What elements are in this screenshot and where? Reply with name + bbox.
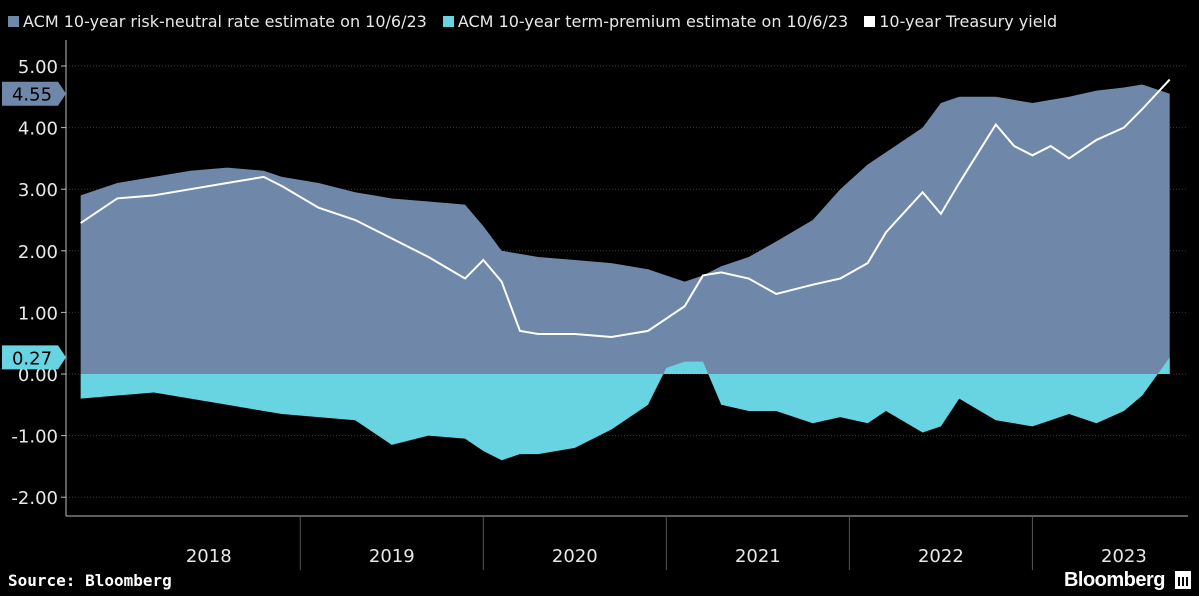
treasury-yield-line (80, 78, 1171, 339)
legend-item-term-premium: ACM 10-year term-premium estimate on 10/… (442, 12, 849, 31)
y-tick-label: 5.00 (18, 57, 58, 78)
x-tick-label: 2020 (552, 546, 598, 567)
bloomberg-logo: Bloomberg (1063, 569, 1166, 591)
y-tick-label: 0.00 (18, 365, 58, 386)
y-tick-label: 2.00 (18, 242, 58, 263)
legend-label-term-premium: ACM 10-year term-premium estimate on 10/… (457, 12, 849, 31)
y-tick-label: 1.00 (18, 303, 58, 324)
term-premium-area (80, 357, 1170, 461)
y-tick-label: 3.00 (18, 180, 58, 201)
legend-item-risk-neutral: ACM 10-year risk-neutral rate estimate o… (8, 12, 427, 31)
x-tick-label: 2022 (918, 546, 964, 567)
x-tick-label: 2019 (369, 546, 415, 567)
last-value-tag (2, 345, 66, 370)
legend-item-treasury-yield: 10-year Treasury yield (864, 12, 1057, 31)
chart-legend: ACM 10-year risk-neutral rate estimate o… (8, 12, 1057, 31)
last-value-label: 0.27 (12, 348, 52, 369)
bloomberg-chart-icon (1175, 571, 1191, 589)
x-tick-label: 2023 (1101, 546, 1147, 567)
legend-swatch-term-premium (442, 16, 454, 27)
last-value-label: 4.55 (12, 85, 52, 106)
x-tick-label: 2021 (735, 546, 781, 567)
legend-swatch-treasury-yield (864, 16, 876, 27)
last-value-tag (2, 81, 66, 106)
legend-label-risk-neutral: ACM 10-year risk-neutral rate estimate o… (23, 12, 427, 31)
legend-swatch-risk-neutral (8, 16, 19, 27)
y-tick-label: -2.00 (11, 488, 58, 509)
risk-neutral-area (80, 84, 1170, 374)
legend-label-treasury-yield: 10-year Treasury yield (879, 12, 1058, 31)
y-tick-label: -1.00 (11, 427, 58, 448)
x-tick-label: 2018 (186, 546, 232, 567)
y-tick-label: 4.00 (18, 119, 58, 140)
source-note: Source: Bloomberg (8, 571, 172, 590)
